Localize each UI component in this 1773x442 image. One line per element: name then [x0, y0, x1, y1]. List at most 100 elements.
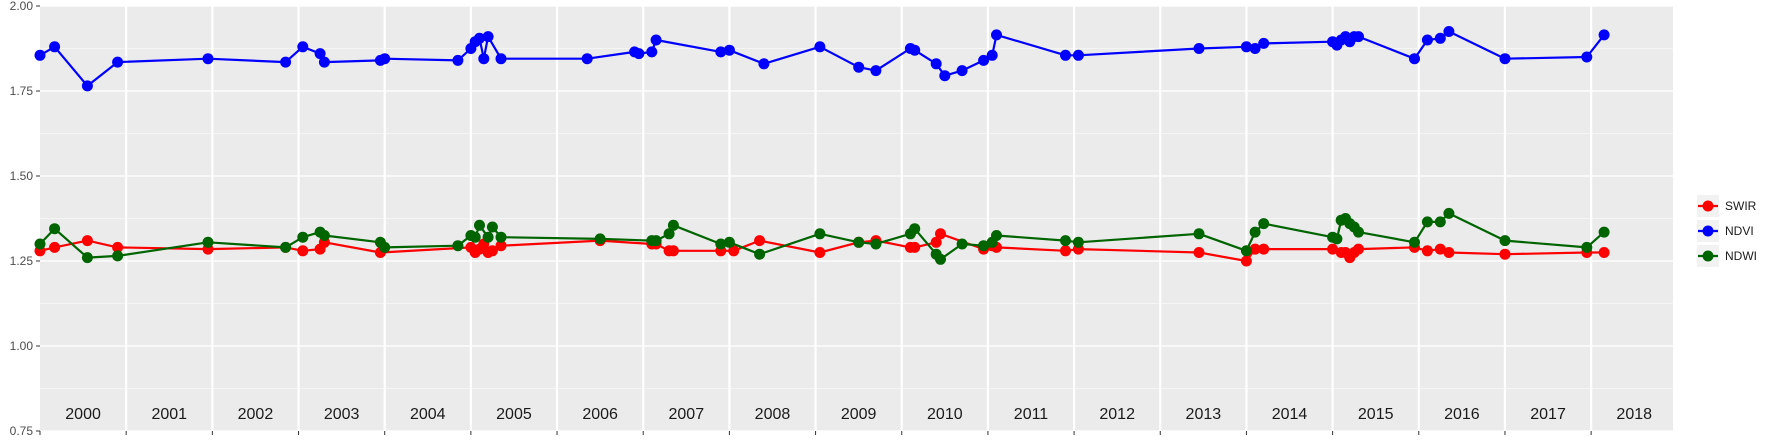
data-point-swir — [1249, 243, 1261, 255]
legend-label: NDVI — [1725, 224, 1754, 238]
data-point-ndvi — [581, 53, 593, 65]
y-tick-label: 1.75 — [10, 84, 34, 98]
data-point-ndwi — [318, 230, 330, 241]
data-point-ndvi — [1258, 37, 1270, 49]
data-point-ndvi — [715, 46, 727, 58]
data-point-ndwi — [978, 240, 990, 252]
year-label: 2005 — [496, 406, 532, 423]
year-label: 2011 — [1014, 406, 1049, 423]
data-point-ndvi — [1353, 31, 1364, 43]
data-point-ndwi — [667, 219, 679, 231]
data-point-swir — [112, 241, 124, 253]
data-point-ndwi — [474, 219, 485, 231]
data-point-ndwi — [280, 241, 292, 253]
year-label: 2008 — [755, 406, 791, 423]
data-point-ndvi — [909, 44, 921, 56]
data-point-ndvi — [1249, 43, 1261, 54]
data-point-ndvi — [853, 61, 865, 73]
x-axis — [39, 431, 1592, 435]
data-point-ndvi — [723, 44, 735, 56]
data-point-ndwi — [379, 241, 391, 253]
data-point-ndvi — [646, 46, 658, 58]
data-point-ndwi — [495, 231, 507, 243]
year-label: 2016 — [1444, 406, 1480, 423]
data-point-ndvi — [202, 53, 214, 65]
data-point-ndwi — [754, 248, 766, 260]
year-label: 2007 — [669, 406, 705, 423]
data-point-ndwi — [1434, 216, 1446, 228]
data-point-ndvi — [814, 41, 826, 53]
data-point-ndvi — [112, 56, 124, 68]
data-point-ndwi — [486, 221, 498, 233]
data-point-ndwi — [469, 231, 481, 243]
data-point-ndwi — [1072, 236, 1084, 248]
data-point-ndwi — [663, 228, 675, 240]
data-point-swir — [728, 245, 740, 257]
data-point-ndvi — [939, 70, 951, 82]
data-point-ndwi — [112, 250, 124, 262]
data-point-ndvi — [1499, 53, 1511, 65]
data-point-ndvi — [870, 65, 882, 77]
data-point-ndvi — [930, 58, 942, 70]
legend-key-point — [1702, 200, 1714, 212]
data-point-ndwi — [202, 236, 214, 248]
data-point-ndwi — [81, 252, 93, 264]
data-point-ndwi — [935, 253, 946, 265]
data-point-swir — [1240, 255, 1252, 267]
data-point-swir — [1499, 248, 1511, 260]
data-point-ndvi — [1193, 43, 1205, 54]
data-point-ndvi — [452, 54, 464, 66]
data-point-ndvi — [633, 48, 645, 60]
data-point-ndvi — [1421, 34, 1433, 46]
data-point-ndwi — [1409, 236, 1420, 248]
year-label: 2009 — [841, 406, 877, 423]
data-point-ndvi — [986, 49, 998, 61]
year-label: 2018 — [1616, 406, 1652, 423]
data-point-ndwi — [956, 238, 968, 250]
data-point-ndwi — [1598, 226, 1610, 238]
data-point-ndvi — [1060, 49, 1071, 61]
data-point-swir — [49, 241, 61, 253]
data-point-ndvi — [314, 48, 326, 60]
data-point-ndwi — [1421, 216, 1433, 228]
data-point-swir — [297, 245, 309, 257]
year-label: 2006 — [582, 406, 618, 423]
data-point-ndvi — [956, 65, 968, 77]
data-point-ndwi — [1331, 233, 1343, 245]
data-point-swir — [495, 240, 507, 252]
grid-lines — [40, 5, 1673, 432]
y-tick-label: 1.25 — [10, 254, 34, 268]
data-point-swir — [667, 245, 679, 257]
year-label: 2013 — [1186, 406, 1222, 423]
legend-item-ndwi: NDWI — [1697, 245, 1757, 267]
data-point-swir — [1443, 247, 1455, 258]
y-tick-label: 0.75 — [10, 424, 34, 438]
data-point-ndvi — [495, 53, 507, 65]
data-point-ndwi — [1258, 218, 1270, 230]
data-point-swir — [909, 241, 921, 253]
legend-item-ndvi: NDVI — [1697, 220, 1754, 242]
data-point-ndwi — [297, 231, 309, 243]
year-label: 2002 — [238, 406, 274, 423]
data-point-ndvi — [379, 53, 391, 65]
data-point-swir — [81, 235, 93, 247]
data-point-ndvi — [991, 29, 1002, 41]
year-label: 2000 — [65, 406, 101, 423]
y-tick-label: 1.00 — [10, 339, 34, 353]
series-ndwi — [34, 207, 1610, 265]
data-point-ndwi — [1499, 235, 1511, 247]
data-point-ndvi — [1581, 51, 1593, 63]
data-point-ndvi — [478, 53, 490, 65]
year-label: 2003 — [324, 406, 360, 423]
data-point-swir — [486, 245, 498, 257]
data-point-ndwi — [1581, 241, 1593, 253]
series-layer — [34, 26, 1610, 267]
data-point-swir — [1353, 243, 1364, 255]
year-label: 2017 — [1530, 406, 1566, 423]
data-point-ndwi — [482, 231, 494, 243]
year-label: 2012 — [1099, 406, 1135, 423]
data-point-ndwi — [650, 235, 662, 247]
data-point-ndwi — [909, 223, 921, 235]
data-point-swir — [1421, 245, 1433, 257]
